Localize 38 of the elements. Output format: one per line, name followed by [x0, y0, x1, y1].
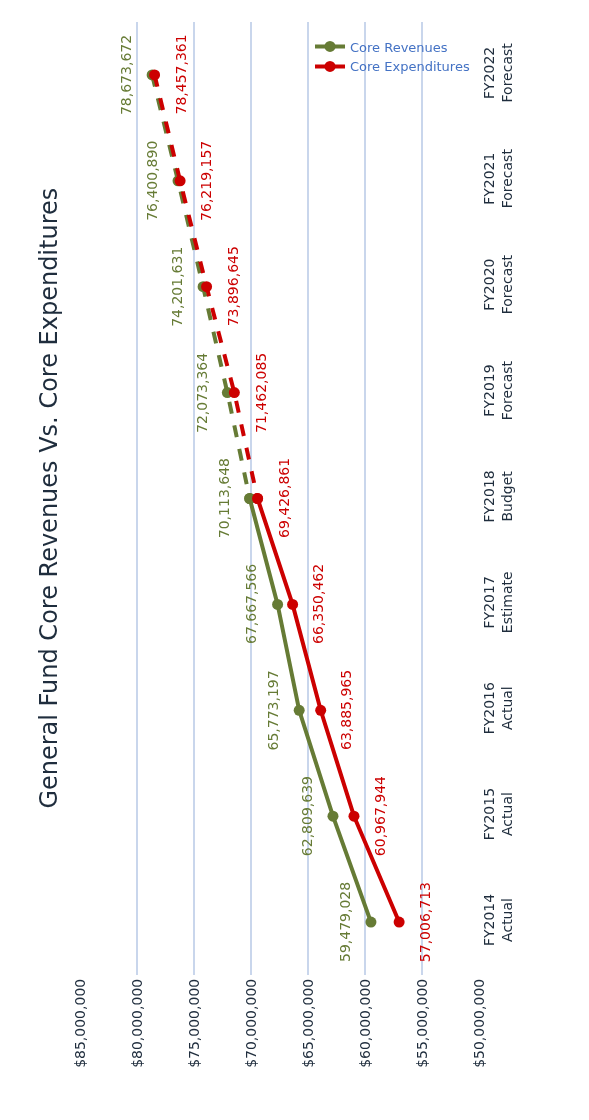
y-tick-label: FY2016 Actual: [481, 681, 516, 735]
data-label: 76,400,890: [144, 140, 161, 221]
y-tick-label: FY2017 Estimate: [481, 571, 516, 634]
data-label: 67,667,566: [243, 563, 260, 644]
x-tick-label: $55,000,000: [413, 978, 430, 1068]
data-label: 66,350,462: [310, 563, 327, 644]
x-tick-label: $75,000,000: [185, 978, 202, 1068]
x-tick-label: $65,000,000: [299, 978, 316, 1068]
data-label: 62,809,639: [298, 775, 315, 857]
data-label: 70,113,648: [216, 458, 233, 539]
x-tick-label: $70,000,000: [242, 978, 259, 1068]
data-label: 74,201,631: [169, 246, 186, 327]
x-tick-label: $85,000,000: [71, 978, 88, 1068]
data-label: 63,885,965: [338, 669, 355, 750]
data-label: 57,006,713: [417, 882, 434, 963]
x-tick-label: $80,000,000: [128, 978, 145, 1068]
data-label: 59,479,028: [336, 881, 353, 962]
legend-label: Core Expenditures: [350, 59, 470, 75]
y-tick-label: FY2019 Forecast: [481, 360, 516, 421]
y-tick-label: FY2014 Actual: [481, 893, 516, 947]
y-tick-label: FY2015 Actual: [481, 787, 516, 841]
data-label: 76,219,157: [198, 140, 215, 221]
data-label: 65,773,197: [264, 670, 281, 751]
data-label: 78,457,361: [172, 34, 189, 115]
x-tick-label: $60,000,000: [356, 978, 373, 1068]
data-label: 73,896,645: [224, 246, 241, 327]
data-label: 78,673,672: [118, 34, 135, 116]
y-tick-label: FY2022 Forecast: [481, 42, 516, 103]
data-label: 69,426,861: [276, 457, 293, 539]
data-label: 71,462,085: [252, 352, 269, 433]
y-tick-label: FY2021 Forecast: [481, 148, 516, 209]
data-label: 72,073,364: [193, 352, 210, 433]
legend-label: Core Revenues: [350, 39, 448, 55]
data-label: 60,967,944: [371, 775, 388, 857]
text: General Fund Core Revenues Vs. Core Expenditures: [34, 187, 63, 809]
x-tick-label: $50,000,000: [470, 978, 487, 1068]
y-tick-label: FY2020 Forecast: [481, 254, 516, 315]
y-tick-label: FY2018 Budget: [481, 470, 516, 523]
